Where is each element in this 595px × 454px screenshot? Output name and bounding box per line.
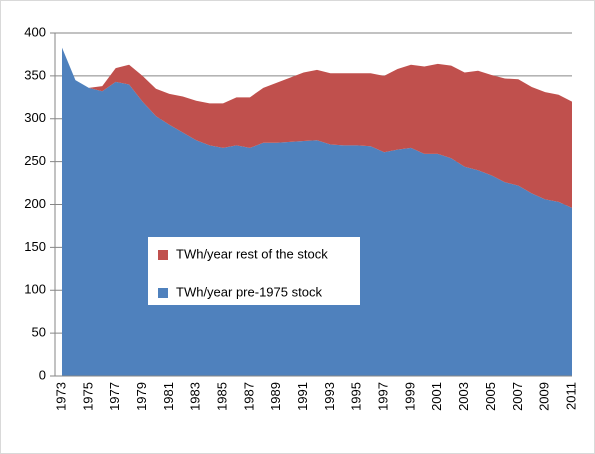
legend-swatch — [158, 288, 168, 298]
y-tick-label: 50 — [32, 325, 46, 340]
y-tick-label: 400 — [24, 24, 46, 39]
x-tick-label: 1975 — [80, 382, 95, 411]
x-tick-label: 2011 — [563, 382, 578, 410]
x-tick-label: 2007 — [510, 382, 525, 411]
legend-box — [148, 237, 360, 305]
y-tick-label: 200 — [24, 196, 46, 211]
y-tick-label: 350 — [24, 67, 46, 82]
x-tick-label: 1977 — [107, 382, 122, 411]
legend-label: TWh/year rest of the stock — [176, 246, 328, 261]
x-tick-label: 1987 — [241, 382, 256, 411]
x-tick-label: 1985 — [214, 382, 229, 411]
y-tick-label: 250 — [24, 153, 46, 168]
x-tick-label: 1981 — [161, 382, 176, 411]
x-tick-label: 2009 — [537, 382, 552, 411]
x-tick-label: 1983 — [188, 382, 203, 411]
x-tick-label: 1991 — [295, 382, 310, 411]
area — [62, 47, 572, 208]
x-tick-label: 2005 — [483, 382, 498, 411]
y-tick-label: 300 — [24, 110, 46, 125]
x-tick-label: 1999 — [402, 382, 417, 411]
x-tick-label: 1997 — [376, 382, 391, 411]
y-tick-label: 150 — [24, 239, 46, 254]
legend-swatch — [158, 250, 168, 260]
x-tick-label: 1979 — [134, 382, 149, 411]
y-tick-label: 100 — [24, 282, 46, 297]
y-tick-label: 0 — [39, 367, 46, 382]
x-tick-label: 1995 — [349, 382, 364, 411]
x-tick-label: 1989 — [268, 382, 283, 411]
x-tick-label: 1993 — [322, 382, 337, 411]
x-tick-label: 1973 — [53, 382, 68, 411]
legend-label: TWh/year pre-1975 stock — [176, 284, 322, 299]
x-tick-label: 2003 — [456, 382, 471, 411]
x-tick-label: 2001 — [429, 382, 444, 411]
